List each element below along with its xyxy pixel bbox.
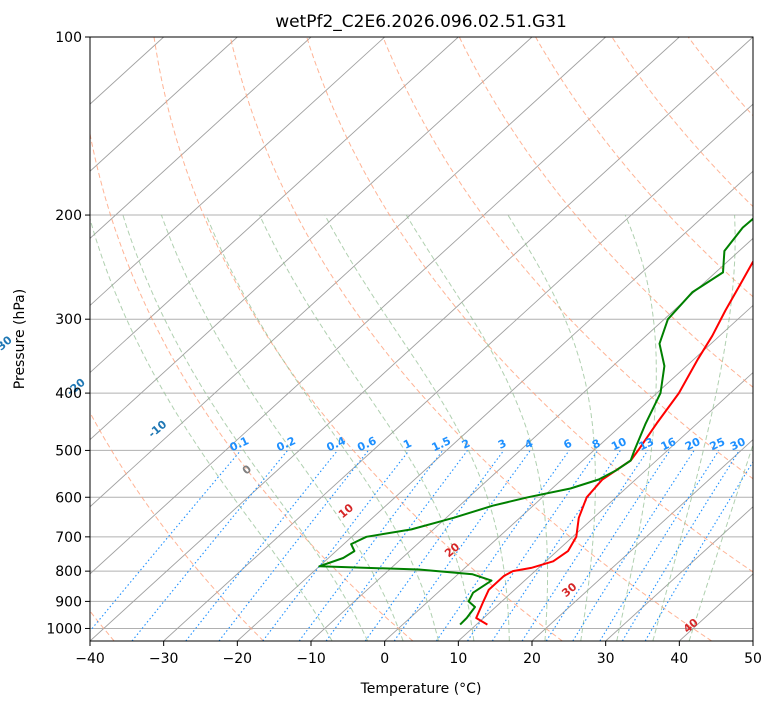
y-tick-label: 600 bbox=[55, 490, 82, 506]
moist-adiabat bbox=[616, 214, 657, 641]
y-axis-label: Pressure (hPa) bbox=[12, 289, 28, 389]
x-axis-ticks: −40 −30 −20 −10 0 10 20 30 40 50 bbox=[75, 641, 762, 667]
dry-adiabat bbox=[382, 37, 753, 480]
moist-adiabat bbox=[405, 214, 549, 641]
mixing-ratio-line bbox=[599, 450, 720, 641]
isotherm bbox=[90, 37, 533, 441]
mixing-ratio-label: 16 bbox=[659, 435, 679, 453]
x-axis-label: Temperature (°C) bbox=[360, 681, 482, 697]
isotherm bbox=[90, 37, 312, 239]
mixing-ratio-line bbox=[90, 450, 242, 632]
dry-adiabat-label: 30 bbox=[559, 580, 579, 600]
y-tick-label: 500 bbox=[55, 443, 82, 459]
isotherm bbox=[163, 103, 753, 641]
mixing-ratio-line bbox=[467, 450, 599, 641]
mixing-ratio-label: 0.4 bbox=[325, 434, 348, 454]
y-tick-label: 200 bbox=[55, 208, 82, 224]
mixing-ratio-line bbox=[131, 450, 289, 641]
mixing-ratio-line bbox=[545, 450, 671, 641]
dry-adiabat-label: 40 bbox=[681, 616, 701, 636]
mixing-ratio-label: 0.2 bbox=[275, 434, 298, 454]
y-tick-label: 700 bbox=[55, 530, 82, 546]
mixing-ratio-label: 30 bbox=[728, 435, 748, 453]
mixing-ratio-line bbox=[218, 450, 369, 641]
y-axis-ticks: 100 200 300 400 500 600 700 800 900 1000 bbox=[46, 30, 90, 637]
dry-adiabat bbox=[535, 37, 753, 298]
mixing-ratio-line bbox=[364, 450, 505, 641]
isotherm bbox=[310, 237, 753, 641]
moist-adiabat bbox=[160, 214, 404, 641]
isotherm bbox=[752, 640, 753, 641]
isotherm bbox=[90, 37, 385, 307]
isotherm bbox=[605, 506, 753, 641]
mixing-ratio-label: 25 bbox=[708, 435, 727, 453]
mixing-ratio-line bbox=[393, 450, 531, 641]
dry-adiabat bbox=[229, 37, 712, 641]
mixing-ratio-line bbox=[621, 450, 740, 641]
dry-adiabat bbox=[306, 37, 753, 573]
dry-adiabat bbox=[458, 37, 753, 388]
mixing-ratio-label: 10 bbox=[609, 435, 629, 453]
mixing-ratio-line bbox=[572, 450, 695, 641]
x-tick-label: −20 bbox=[223, 651, 253, 667]
mixing-ratio-label: 2 bbox=[460, 437, 472, 452]
y-tick-label: 400 bbox=[55, 386, 82, 402]
mixing-ratio-line bbox=[185, 450, 339, 641]
temperature-profile-line bbox=[475, 260, 753, 626]
reference-lines bbox=[90, 37, 775, 641]
mixing-ratio-label: 1.5 bbox=[430, 434, 453, 454]
dry-adiabat bbox=[687, 37, 753, 117]
isotherm bbox=[531, 439, 753, 641]
moist-adiabat bbox=[652, 214, 736, 641]
y-tick-label: 100 bbox=[55, 30, 82, 46]
mixing-ratio-label: 0.6 bbox=[355, 434, 378, 454]
isotherm bbox=[90, 37, 459, 374]
x-tick-label: 0 bbox=[380, 651, 389, 667]
isotherm bbox=[458, 371, 753, 641]
moist-adiabat bbox=[205, 214, 439, 641]
x-tick-label: −10 bbox=[296, 651, 326, 667]
isotherm bbox=[90, 37, 753, 641]
isotherm bbox=[90, 37, 238, 172]
y-tick-label: 900 bbox=[55, 594, 82, 610]
y-tick-label: 800 bbox=[55, 564, 82, 580]
isotherm bbox=[90, 37, 606, 508]
dry-adiabat bbox=[90, 131, 414, 641]
profiles bbox=[318, 217, 753, 626]
mixing-ratio-label: 0.1 bbox=[228, 434, 251, 454]
moist-adiabat bbox=[90, 217, 333, 641]
moist-adiabat bbox=[259, 214, 475, 641]
isotherm bbox=[90, 37, 680, 575]
x-tick-label: 20 bbox=[523, 651, 541, 667]
dry-adiabat-label: 0 bbox=[240, 462, 254, 477]
dewpoint-profile-line bbox=[318, 217, 753, 626]
x-tick-label: 10 bbox=[449, 651, 467, 667]
dry-adiabat bbox=[611, 37, 753, 208]
x-tick-label: −30 bbox=[149, 651, 179, 667]
moist-adiabat bbox=[122, 214, 369, 641]
x-tick-label: 40 bbox=[670, 651, 688, 667]
x-tick-label: −40 bbox=[75, 651, 105, 667]
dry-adiabat bbox=[90, 411, 264, 641]
mixing-ratio-label: 13 bbox=[637, 435, 656, 453]
plot-frame bbox=[89, 36, 754, 642]
y-tick-label: 1000 bbox=[46, 621, 82, 637]
mixing-ratio-label: 6 bbox=[562, 437, 575, 452]
y-tick-label: 300 bbox=[55, 312, 82, 328]
x-tick-label: 50 bbox=[744, 651, 762, 667]
moist-adiabat bbox=[507, 214, 596, 641]
isotherm bbox=[237, 170, 753, 641]
dry-adiabat bbox=[765, 37, 775, 641]
isotherm bbox=[384, 304, 753, 641]
x-tick-label: 30 bbox=[597, 651, 615, 667]
mixing-ratio-line bbox=[644, 460, 753, 641]
mixing-ratio-line bbox=[262, 450, 410, 641]
mixing-ratio-label: 20 bbox=[683, 435, 703, 453]
moist-adiabat bbox=[688, 443, 753, 641]
mixing-ratio-label: 3 bbox=[496, 437, 508, 452]
chart-title: wetPf2_C2E6.2026.096.02.51.G31 bbox=[275, 12, 567, 32]
mixing-ratio-line bbox=[435, 450, 570, 641]
mixing-ratio-label: 1 bbox=[401, 437, 413, 452]
